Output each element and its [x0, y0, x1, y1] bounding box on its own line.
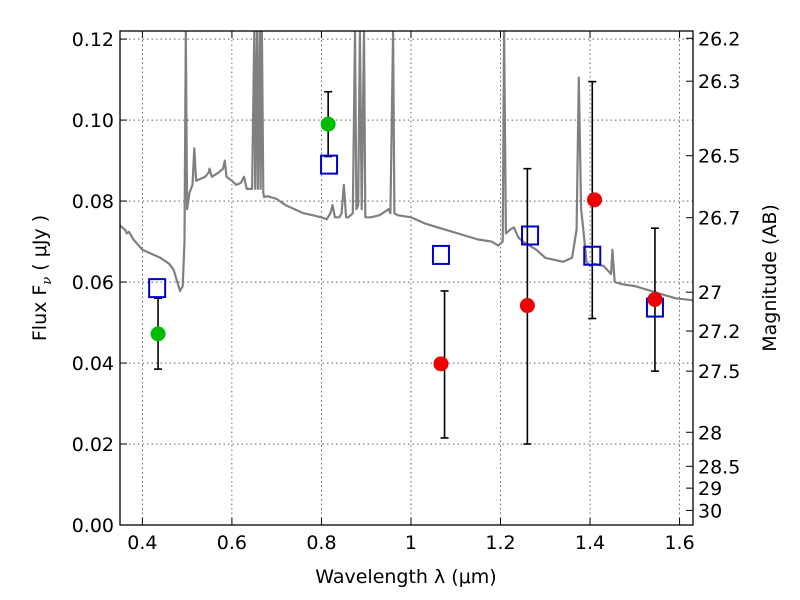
y-tick-label: 0.02	[72, 434, 114, 456]
model-square-point	[148, 278, 167, 299]
y2-tick-label: 26.2	[698, 28, 740, 50]
plot-frame	[119, 30, 694, 526]
y2-tick-label: 27.5	[698, 361, 740, 383]
y2-tick-label: 30	[698, 500, 722, 522]
y-tick-label: 0.06	[72, 272, 114, 294]
y2-tick-label: 28	[698, 422, 722, 444]
model-square-point	[521, 225, 540, 246]
y2-tick-label: 27.2	[698, 321, 740, 343]
y-axis-label-main: Flux F	[29, 285, 51, 341]
y2-tick-label: 28.5	[698, 456, 740, 478]
y-axis-label-subscript: ν	[40, 277, 55, 285]
model-square-point	[583, 245, 602, 266]
x-tick-label: 1.2	[485, 532, 515, 554]
observed-point	[519, 298, 535, 314]
y2-tick-label: 26.3	[698, 71, 740, 93]
observed-point	[433, 356, 449, 372]
x-tick-label: 1.4	[575, 532, 605, 554]
y-axis-label-unit: ( μJy )	[29, 215, 51, 277]
y-axis-label: Flux Fν ( μJy )	[29, 215, 55, 341]
y-tick-label: 0.00	[72, 515, 114, 537]
grid	[120, 31, 693, 525]
observed-point	[320, 116, 336, 132]
y2-tick-label: 26.7	[698, 208, 740, 230]
ticks: 0.4 0.6 0.8 1 1.2 1.4 1.6 0.00 0.02 0.04 0.06 0.08 0…	[72, 28, 741, 554]
y2-axis-label: Magnitude (AB)	[759, 204, 781, 352]
model-spectrum-line	[120, 31, 693, 302]
x-tick-label: 0.8	[306, 532, 336, 554]
x-tick-label: 1.6	[664, 532, 694, 554]
x-tick-label: 1	[405, 532, 417, 554]
y-tick-label: 0.08	[72, 191, 114, 213]
y2-tick-label: 26.5	[698, 146, 740, 168]
y-tick-label: 0.12	[72, 29, 114, 51]
observed-point	[647, 291, 663, 307]
y2-tick-label: 29	[698, 478, 722, 500]
x-tick-label: 0.6	[217, 532, 247, 554]
observed-point	[150, 326, 166, 342]
y2-tick-label: 27	[698, 282, 722, 304]
model-square-point	[320, 154, 339, 175]
x-axis-label: Wavelength λ (μm)	[315, 566, 496, 588]
observed-point	[587, 192, 603, 208]
y-tick-label: 0.10	[72, 110, 114, 132]
plot-area	[120, 31, 693, 445]
y-tick-label: 0.04	[72, 353, 114, 375]
x-tick-label: 0.4	[127, 532, 157, 554]
model-square-point	[431, 244, 450, 265]
